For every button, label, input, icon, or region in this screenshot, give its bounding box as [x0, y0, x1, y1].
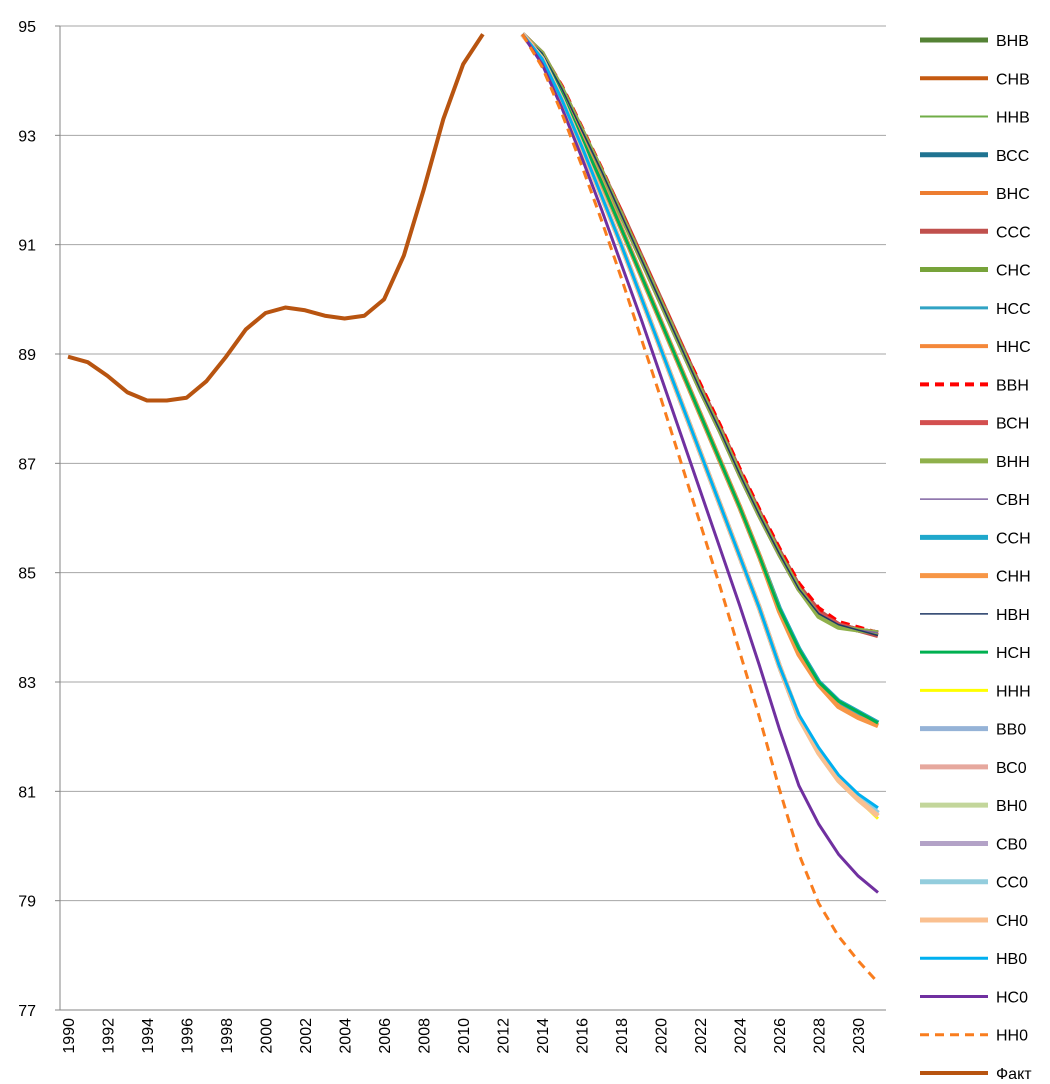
x-tick-label: 2020: [654, 1018, 671, 1054]
x-tick-label: 1998: [219, 1018, 236, 1054]
y-tick-label: 93: [18, 128, 36, 145]
legend-label: ВН0: [996, 798, 1027, 815]
legend-label: СВН: [996, 492, 1030, 509]
x-tick-label: 2014: [535, 1018, 552, 1054]
x-tick-label: 2018: [614, 1018, 631, 1054]
x-tick-label: 1994: [140, 1018, 157, 1054]
series-line: [521, 33, 879, 894]
x-tick-label: 1990: [61, 1018, 78, 1054]
x-tick-label: 2004: [338, 1018, 355, 1054]
legend-label: ССС: [996, 224, 1031, 241]
x-tick-label: 1996: [180, 1018, 197, 1054]
legend-label: НВ0: [996, 951, 1027, 968]
legend-label: СНВ: [996, 71, 1030, 88]
legend-label: ВСС: [996, 148, 1029, 165]
legend-label: НСС: [996, 301, 1031, 318]
legend-label: СНН: [996, 569, 1031, 586]
legend-label: ВС0: [996, 760, 1027, 777]
y-tick-label: 87: [18, 456, 36, 473]
series-line: [521, 33, 880, 820]
legend-label: ВНВ: [996, 33, 1029, 50]
x-tick-label: 2010: [456, 1018, 473, 1054]
x-tick-label: 2024: [733, 1018, 750, 1054]
legend-label: СС0: [996, 875, 1028, 892]
legend-label: ННВ: [996, 110, 1030, 127]
y-tick-label: 79: [18, 894, 36, 911]
legend-label: ВВ0: [996, 722, 1026, 739]
y-tick-label: 81: [18, 784, 36, 801]
legend-label: СНС: [996, 263, 1031, 280]
x-tick-label: 2012: [496, 1018, 513, 1054]
x-tick-label: 2000: [259, 1018, 276, 1054]
x-tick-label: 2002: [298, 1018, 315, 1054]
x-tick-label: 2028: [812, 1018, 829, 1054]
x-tick-label: 2016: [575, 1018, 592, 1054]
legend-label: ВНС: [996, 186, 1030, 203]
x-tick-label: 2030: [851, 1018, 868, 1054]
y-tick-label: 95: [18, 19, 36, 36]
x-tick-label: 2022: [693, 1018, 710, 1054]
legend-label: ВВН: [996, 377, 1029, 394]
legend-label: НС0: [996, 989, 1028, 1006]
y-tick-label: 83: [18, 675, 36, 692]
legend-label: НСН: [996, 645, 1031, 662]
legend-label: СВ0: [996, 836, 1027, 853]
x-tick-label: 1992: [101, 1018, 118, 1054]
x-tick-label: 2008: [417, 1018, 434, 1054]
x-tick-label: 2026: [772, 1018, 789, 1054]
legend-label: СН0: [996, 913, 1028, 930]
y-tick-label: 77: [18, 1003, 36, 1020]
series-line: [67, 33, 485, 403]
legend-label: ННН: [996, 683, 1031, 700]
y-tick-label: 89: [18, 347, 36, 364]
legend-label: ССН: [996, 530, 1031, 547]
legend-label: ВСН: [996, 416, 1029, 433]
legend-label: Факт: [996, 1066, 1032, 1083]
legend-label: ННС: [996, 339, 1031, 356]
legend: ВНВ СНВ ННВ ВСС ВНС ССС СНС НСС ННС ВВН ВСН ВНН СВН С…: [920, 33, 1032, 1083]
series-line: [520, 32, 880, 818]
y-tick-label: 85: [18, 566, 36, 583]
series-line: [521, 33, 880, 984]
series-line: [520, 32, 880, 818]
series-line: [521, 33, 879, 637]
y-tick-label: 91: [18, 238, 36, 255]
x-tick-label: 2006: [377, 1018, 394, 1054]
legend-label: НН0: [996, 1028, 1028, 1045]
series-line: [521, 33, 879, 809]
legend-label: НВН: [996, 607, 1030, 624]
legend-label: ВНН: [996, 454, 1030, 471]
series-line: [521, 33, 879, 725]
